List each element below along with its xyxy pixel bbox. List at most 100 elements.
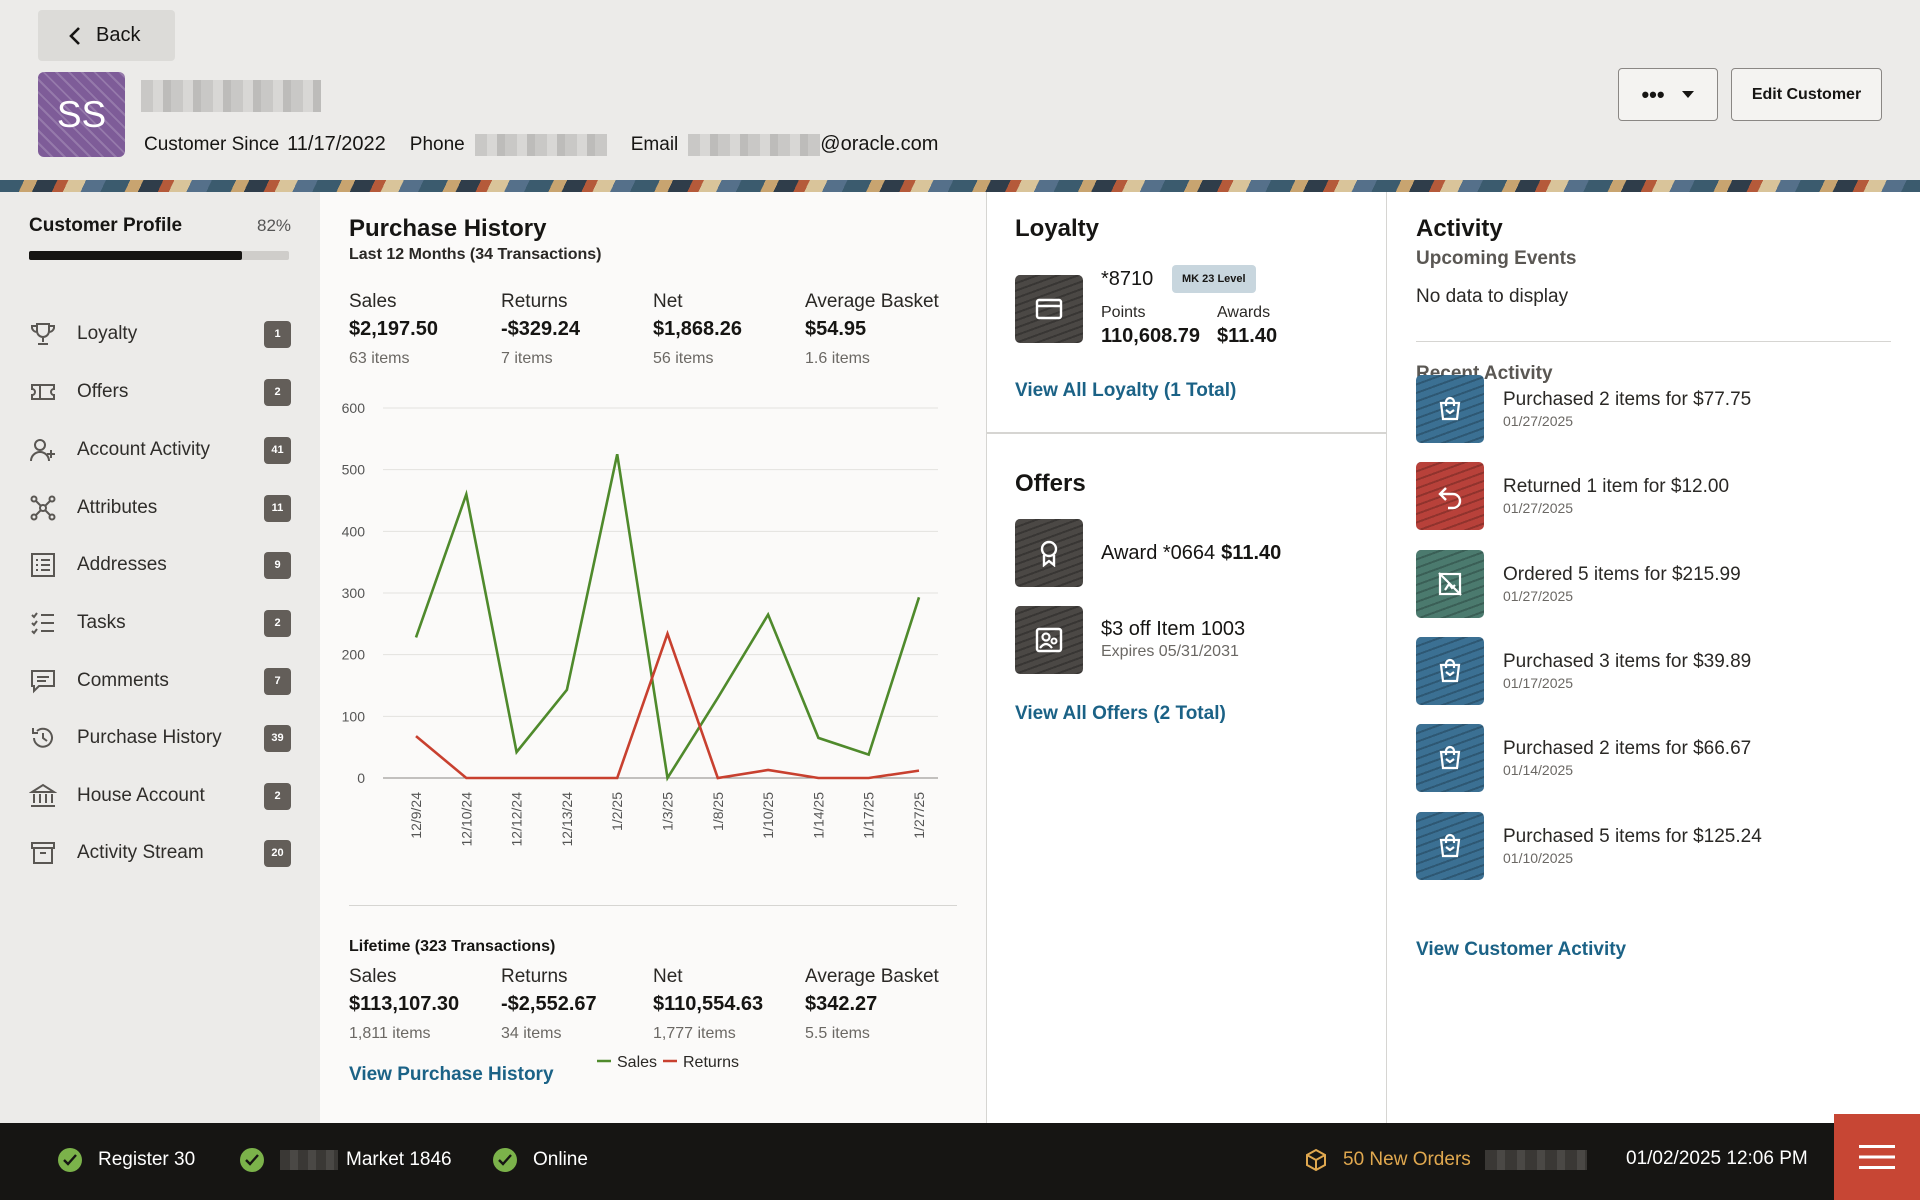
stat-value: -$2,552.67 (501, 993, 597, 1015)
sidebar-item-purchase-history[interactable]: Purchase History 39 (29, 718, 291, 758)
activity-date: 01/27/2025 (1503, 588, 1574, 604)
customer-meta: Customer Since 11/17/2022 Phone Email @o… (144, 133, 938, 156)
register-label: Register 30 (98, 1149, 196, 1170)
offer-title: $3 off Item 1003 (1101, 618, 1246, 640)
y-tick-label: 400 (342, 523, 366, 539)
activity-tile (1416, 462, 1484, 530)
sidebar-item-label: Purchase History (77, 727, 222, 748)
stat-sub: 5.5 items (805, 1025, 870, 1042)
activity-tile (1416, 550, 1484, 618)
legend-label-returns: Returns (683, 1054, 739, 1071)
sidebar-item-label: Account Activity (77, 439, 211, 460)
card-icon (1035, 298, 1063, 320)
activity-item-order[interactable]: Ordered 5 items for $215.99 01/27/2025 (1416, 550, 1876, 618)
activity-title: Activity (1416, 215, 1503, 242)
upcoming-empty-text: No data to display (1416, 286, 1569, 307)
column-divider (1386, 192, 1387, 1123)
decorative-banner (0, 180, 1920, 192)
email-redacted (688, 133, 821, 156)
y-tick-label: 300 (342, 585, 366, 601)
stat-label: Sales (349, 291, 397, 312)
view-purchase-history-link[interactable]: View Purchase History (349, 1064, 554, 1085)
new-orders-link[interactable]: 50 New Orders (1305, 1148, 1587, 1172)
bank-icon (29, 783, 57, 807)
activity-item-return[interactable]: Returned 1 item for $12.00 01/27/2025 (1416, 462, 1876, 530)
sidebar-item-label: Tasks (77, 612, 126, 633)
sidebar-item-account-activity[interactable]: Account Activity 41 (29, 430, 291, 470)
avatar-initials: SS (56, 93, 107, 135)
stat-sub: 1.6 items (805, 350, 870, 367)
activity-date: 01/10/2025 (1503, 850, 1574, 866)
avatar: SS (38, 72, 125, 157)
history-icon (32, 727, 53, 748)
sidebar-item-offers[interactable]: Offers 2 (29, 372, 291, 412)
activity-item-purchase[interactable]: Purchased 5 items for $125.24 01/10/2025 (1416, 812, 1876, 880)
sidebar-item-label: Offers (77, 381, 129, 402)
view-customer-activity-link[interactable]: View Customer Activity (1416, 939, 1627, 960)
email-label: Email (630, 133, 679, 155)
activity-tile (1416, 637, 1484, 705)
chevron-left-icon (69, 26, 80, 45)
stat-value: $113,107.30 (349, 993, 460, 1015)
activity-item-purchase[interactable]: Purchased 2 items for $66.67 01/14/2025 (1416, 724, 1876, 792)
customer-name-redacted (141, 80, 321, 112)
y-tick-label: 200 (342, 647, 366, 663)
offer-title: Award *0664 (1101, 542, 1216, 564)
count-badge: 1 (264, 320, 291, 348)
offer-expiry: Expires 05/31/2031 (1101, 643, 1239, 660)
y-tick-label: 500 (342, 462, 366, 478)
edit-customer-button[interactable]: Edit Customer (1731, 68, 1882, 121)
coupon-image-icon (1035, 627, 1063, 653)
sidebar-item-loyalty[interactable]: Loyalty 1 (29, 314, 291, 354)
sidebar-item-activity-stream[interactable]: Activity Stream 20 (29, 833, 291, 873)
online-status: Online (493, 1148, 588, 1172)
coupon-offer-tile (1015, 606, 1083, 674)
activity-title: Ordered 5 items for $215.99 (1503, 564, 1741, 585)
section-divider (986, 432, 1386, 434)
purchase-icon (1439, 658, 1461, 683)
stat-sub: 63 items (349, 350, 410, 367)
profile-title: Customer Profile (29, 215, 183, 236)
offer-item-coupon[interactable]: $3 off Item 1003 Expires 05/31/2031 (1101, 618, 1245, 661)
sidebar-item-addresses[interactable]: Addresses 9 (29, 545, 291, 585)
activity-item-purchase[interactable]: Purchased 3 items for $39.89 01/17/2025 (1416, 637, 1876, 705)
x-tick-label: 1/3/25 (660, 792, 676, 831)
offer-item-award[interactable]: Award *0664 $11.40 (1101, 542, 1281, 565)
series-line-returns (415, 629, 920, 780)
sidebar-item-house-account[interactable]: House Account 2 (29, 776, 291, 816)
address-list-icon (31, 553, 55, 577)
period-stats: Sales $2,197.50 63 items Returns -$329.24 7 … (349, 291, 957, 368)
points-value: 110,608.79 (1101, 325, 1200, 347)
back-label: Back (96, 24, 141, 46)
stat-sub: 1,811 items (349, 1025, 431, 1042)
view-all-loyalty-link[interactable]: View All Loyalty (1 Total) (1015, 380, 1237, 401)
view-all-offers-link[interactable]: View All Offers (2 Total) (1015, 703, 1226, 724)
activity-title: Returned 1 item for $12.00 (1503, 476, 1730, 497)
x-tick-label: 12/9/24 (408, 792, 424, 839)
stat-value: $342.27 (805, 993, 878, 1015)
more-actions-button[interactable]: ••• (1618, 68, 1718, 121)
sidebar-item-tasks[interactable]: Tasks 2 (29, 603, 291, 643)
column-divider (986, 192, 987, 1123)
sidebar-item-comments[interactable]: Comments 7 (29, 661, 291, 701)
purchase-icon (1439, 745, 1461, 770)
online-label: Online (533, 1149, 588, 1170)
stat-value: $2,197.50 (349, 318, 438, 340)
purchase-history-panel: Purchase History Last 12 Months (34 Tran… (320, 192, 986, 1123)
x-tick-label: 12/12/24 (509, 792, 525, 847)
back-button[interactable]: Back (38, 10, 175, 61)
loyalty-title: Loyalty (1015, 215, 1100, 242)
lifetime-stats: Sales $113,107.30 1,811 items Returns -$2,5… (349, 966, 957, 1043)
points-label: Points (1101, 304, 1146, 321)
sidebar-item-label: Activity Stream (77, 842, 204, 863)
count-badge: 2 (264, 609, 291, 637)
activity-date: 01/27/2025 (1503, 500, 1574, 516)
box-icon (1306, 1148, 1326, 1172)
menu-button[interactable] (1834, 1114, 1920, 1200)
stat-label: Sales (349, 966, 397, 987)
caret-down-icon (1681, 90, 1694, 98)
stat-value: $1,868.26 (653, 318, 742, 340)
activity-title: Purchased 3 items for $39.89 (1503, 651, 1752, 672)
activity-item-purchase[interactable]: Purchased 2 items for $77.75 01/27/2025 (1416, 375, 1876, 443)
sidebar-item-attributes[interactable]: Attributes 11 (29, 488, 291, 528)
